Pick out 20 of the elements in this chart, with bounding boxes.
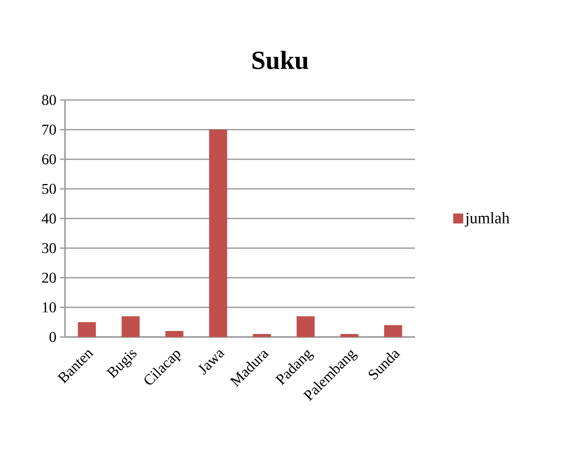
y-tick-label: 20 <box>42 272 56 283</box>
y-tick-label: 70 <box>42 124 56 135</box>
bar <box>122 316 140 337</box>
bar <box>209 130 228 337</box>
bar <box>165 331 184 337</box>
y-tick-label: 0 <box>50 332 56 342</box>
y-tick-label: 10 <box>42 302 56 312</box>
y-tick-label: 30 <box>42 243 56 254</box>
bar <box>296 316 315 337</box>
y-tick-label: 80 <box>42 94 56 106</box>
bar <box>78 322 96 337</box>
bar <box>340 334 358 337</box>
y-tick-label: 40 <box>42 213 56 224</box>
bar <box>252 334 271 337</box>
legend-label: jumlah <box>464 212 510 227</box>
chart-title: Suku <box>252 50 308 70</box>
bar <box>384 325 402 337</box>
y-tick-label: 50 <box>42 184 56 194</box>
x-tick-label: Jawa <box>198 350 225 375</box>
y-tick-label: 60 <box>42 154 56 164</box>
